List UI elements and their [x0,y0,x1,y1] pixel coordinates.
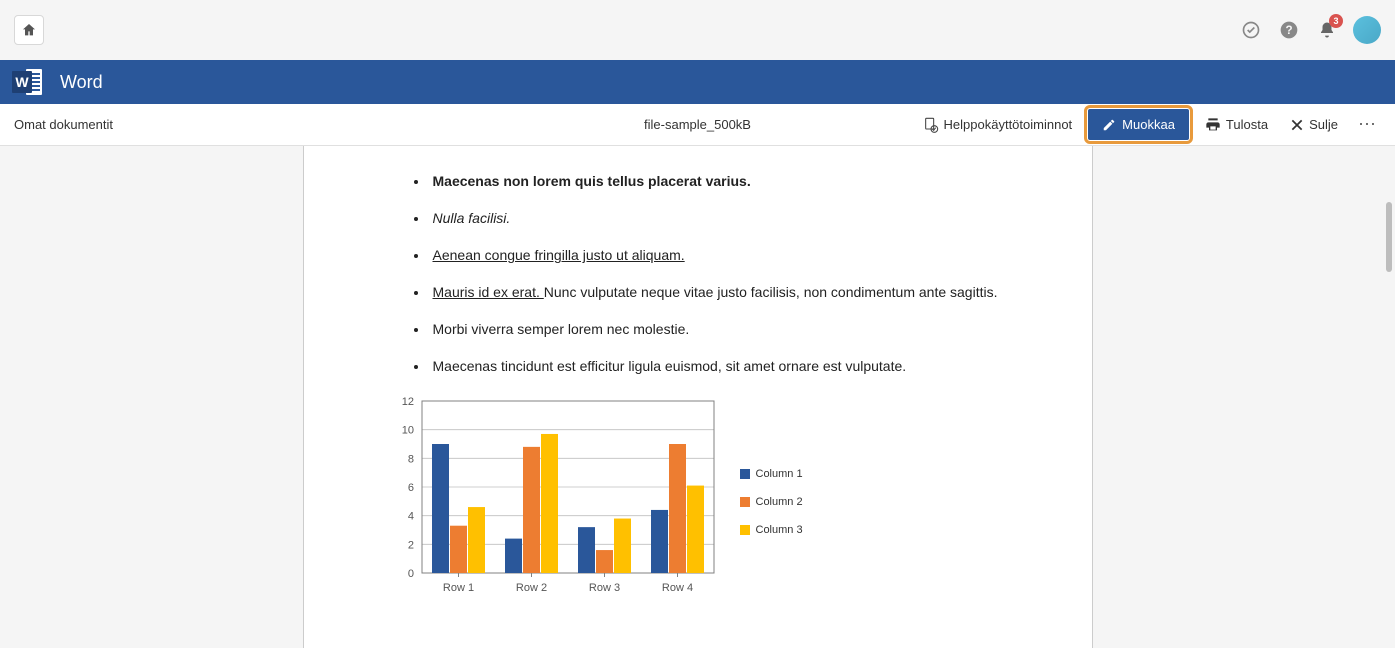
bullet-item: Nulla facilisi. [429,207,1002,230]
document-page: Maecenas non lorem quis tellus placerat … [303,146,1093,648]
toolbar-right: Helppokäyttötoiminnot Muokkaa Tulosta Su… [917,109,1381,140]
filename-label: file-sample_500kB [644,117,751,132]
document-viewport[interactable]: Maecenas non lorem quis tellus placerat … [0,146,1395,648]
scrollbar-thumb[interactable] [1386,202,1392,272]
svg-text:6: 6 [407,482,413,494]
bullet-item: Aenean congue fringilla justo ut aliquam… [429,244,1002,267]
svg-text:W: W [15,74,29,90]
app-title: Word [60,72,103,93]
check-circle-button[interactable] [1239,18,1263,42]
close-button[interactable]: Sulje [1284,113,1344,136]
svg-text:2: 2 [407,539,413,551]
help-button[interactable]: ? [1277,18,1301,42]
legend-label: Column 2 [756,493,803,511]
legend-swatch [740,497,750,507]
avatar[interactable] [1353,16,1381,44]
accessibility-button[interactable]: Helppokäyttötoiminnot [917,113,1079,137]
svg-text:Row 2: Row 2 [515,582,546,594]
bullet-item: Morbi viverra semper lorem nec molestie. [429,318,1002,341]
more-button[interactable]: ⋯ [1354,114,1381,135]
chart-container: 024681012Row 1Row 2Row 3Row 4 Column 1Co… [382,395,1002,601]
svg-text:Row 3: Row 3 [588,582,619,594]
print-label: Tulosta [1226,117,1268,132]
svg-text:Row 1: Row 1 [442,582,473,594]
notifications-button[interactable]: 3 [1315,18,1339,42]
legend-label: Column 3 [756,521,803,539]
edit-button[interactable]: Muokkaa [1088,109,1189,140]
print-icon [1205,117,1221,133]
legend-swatch [740,469,750,479]
svg-text:Row 4: Row 4 [661,582,692,594]
legend-item: Column 2 [740,493,803,511]
accessibility-icon [923,117,939,133]
svg-text:4: 4 [407,510,413,522]
help-icon: ? [1279,20,1299,40]
global-top-bar: ? 3 [0,0,1395,60]
check-circle-icon [1241,20,1261,40]
edit-label: Muokkaa [1122,117,1175,132]
bar-chart: 0 2 4 6 8 10 12 Row 1 Row 2 Row 3 Row 4 [382,395,718,601]
ellipsis-icon: ⋯ [1358,114,1377,134]
top-bar-right: ? 3 [1239,16,1381,44]
bullet-item: Maecenas tincidunt est efficitur ligula … [429,355,1002,378]
close-icon [1290,118,1304,132]
home-icon [21,22,37,38]
accessibility-label: Helppokäyttötoiminnot [944,117,1073,132]
document-toolbar: Omat dokumentit file-sample_500kB Helppo… [0,104,1395,146]
bullet-list: Maecenas non lorem quis tellus placerat … [374,170,1002,379]
chart-legend: Column 1 Column 2 Column 3 [740,465,803,549]
breadcrumb[interactable]: Omat dokumentit [14,117,113,132]
bullet-item: Maecenas non lorem quis tellus placerat … [429,170,1002,193]
word-logo-icon: W [12,67,44,97]
word-app-bar: W Word [0,60,1395,104]
svg-text:8: 8 [407,453,413,465]
home-button[interactable] [14,15,44,45]
legend-label: Column 1 [756,465,803,483]
svg-text:?: ? [1285,24,1292,37]
print-button[interactable]: Tulosta [1199,113,1274,137]
legend-swatch [740,525,750,535]
svg-text:12: 12 [401,396,413,408]
notification-badge: 3 [1329,14,1343,28]
bullet-item: Mauris id ex erat. Nunc vulputate neque … [429,281,1002,304]
legend-item: Column 1 [740,465,803,483]
svg-text:0: 0 [407,568,413,580]
close-label: Sulje [1309,117,1338,132]
svg-text:10: 10 [401,424,413,436]
legend-item: Column 3 [740,521,803,539]
pencil-icon [1102,118,1116,132]
